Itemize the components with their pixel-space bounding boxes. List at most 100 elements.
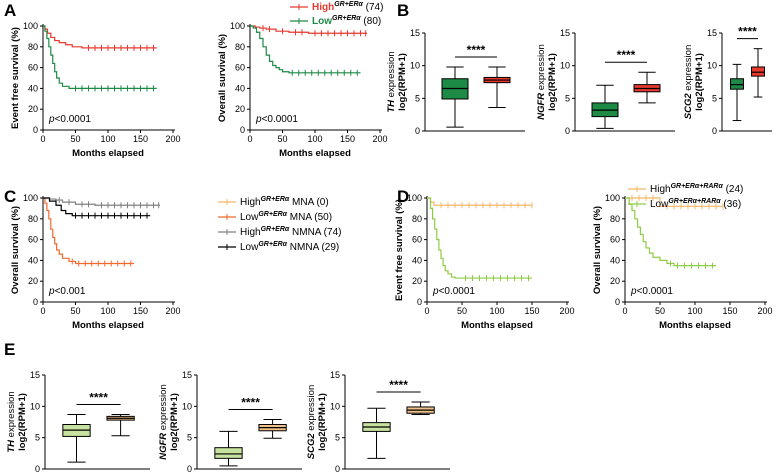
box-plot-e3: 0 5 10 15 SCG2 expression log2(RPM+1) **** — [306, 370, 450, 474]
y-tick-label: 20 — [610, 276, 620, 286]
y-axis-label: Overall survival (%) — [217, 34, 228, 122]
y-tick-label: 0 — [335, 464, 340, 474]
y-tick-label: 15 — [560, 28, 570, 38]
y-tick-label: 80 — [28, 42, 38, 52]
y-tick-label: 0 — [187, 464, 192, 474]
y-tick-label: 10 — [560, 61, 570, 71]
km-curve-low — [43, 25, 157, 89]
x-tick-label: 100 — [687, 306, 702, 316]
y-tick-label: 40 — [235, 83, 245, 93]
y-axis-label-gene: NGFR expression — [158, 384, 169, 460]
y-tick-label: 0 — [565, 126, 570, 136]
y-tick-label: 40 — [28, 255, 38, 265]
y-axis-label-unit: log2(RPM+1) — [17, 393, 28, 451]
x-tick-label: 100 — [489, 306, 504, 316]
y-axis-label-unit: log2(RPM+1) — [694, 53, 705, 111]
km-curve-high — [427, 197, 532, 206]
y-axis-label: Overall survival (%) — [592, 206, 603, 294]
box-high — [751, 66, 765, 77]
legend-label: LowGR+ERα+RARα (36) — [650, 198, 741, 210]
box-plot-b3: 0 5 10 15 SCG2 expression log2(RPM+1) **** — [683, 25, 772, 136]
y-tick-label: 60 — [235, 63, 245, 73]
km-curve-low-mna — [43, 197, 134, 265]
panel-label-d: D — [397, 187, 409, 206]
x-tick-label: 200 — [165, 306, 180, 316]
x-tick-label: 0 — [40, 306, 45, 316]
y-axis-label-gene: SCG2 expression — [306, 385, 317, 459]
km-plot-c: 0 20 40 60 80 100 0 50 100 150 200 Months elapsed Ov… — [10, 193, 181, 331]
y-tick-label: 100 — [230, 21, 245, 31]
x-tick-label: 200 — [372, 134, 387, 144]
y-tick-label: 60 — [28, 235, 38, 245]
y-tick-label: 5 — [335, 433, 340, 443]
y-axis-label-gene: TH expression — [6, 391, 17, 452]
x-axis-label: Months elapsed — [461, 320, 533, 331]
y-axis-label-gene: SCG2 expression — [683, 45, 694, 119]
panel-label-e: E — [4, 340, 15, 359]
km-plot-d2: 0 20 40 60 80 100 0 50 100 150 200 Months elapsed Ov… — [592, 193, 773, 331]
y-tick-label: 5 — [35, 433, 40, 443]
significance-label: **** — [89, 390, 108, 404]
x-tick-label: 200 — [165, 134, 180, 144]
y-tick-label: 10 — [30, 401, 40, 411]
y-tick-label: 60 — [412, 235, 422, 245]
y-tick-label: 5 — [415, 93, 420, 103]
legend-c: HighGR+ERα MNA (0) LowGR+ERα MNA (50) High… — [218, 196, 341, 253]
x-tick-label: 50 — [457, 306, 467, 316]
y-tick-label: 0 — [33, 297, 38, 307]
box-low — [730, 78, 744, 90]
legend-a: HighGR+ERα (74) LowGR+ERα (80) — [290, 1, 383, 27]
x-tick-label: 0 — [40, 134, 45, 144]
y-tick-label: 80 — [412, 214, 422, 224]
y-axis-label-unit: log2(RPM+1) — [547, 53, 558, 111]
x-tick-label: 150 — [524, 306, 539, 316]
y-tick-label: 5 — [712, 93, 717, 103]
y-tick-label: 0 — [240, 125, 245, 135]
x-tick-label: 50 — [70, 306, 80, 316]
y-tick-label: 0 — [35, 464, 40, 474]
y-tick-label: 0 — [615, 297, 620, 307]
x-tick-label: 150 — [133, 134, 148, 144]
y-tick-label: 40 — [412, 255, 422, 265]
y-tick-label: 60 — [28, 63, 38, 73]
p-value: p<0.001 — [48, 286, 86, 297]
y-tick-label: 40 — [28, 83, 38, 93]
x-tick-label: 150 — [722, 306, 737, 316]
p-value: p<0.0001 — [48, 114, 91, 125]
p-value: p<0.0001 — [255, 114, 298, 125]
p-value: p<0.0001 — [630, 286, 673, 297]
km-curve-high — [250, 25, 367, 34]
y-tick-label: 10 — [707, 61, 717, 71]
km-curve-low — [427, 197, 532, 279]
y-tick-label: 5 — [565, 93, 570, 103]
y-tick-label: 0 — [415, 126, 420, 136]
x-tick-label: 200 — [559, 306, 574, 316]
legend-label: HighGR+ERα (74) — [312, 1, 383, 13]
x-axis-label: Months elapsed — [72, 148, 144, 159]
x-axis-label: Months elapsed — [279, 148, 351, 159]
x-axis-label: Months elapsed — [72, 320, 144, 331]
legend-label: HighGR+ERα MNA (0) — [240, 196, 329, 208]
y-tick-label: 100 — [407, 193, 422, 203]
y-tick-label: 80 — [28, 214, 38, 224]
km-curve-low — [625, 197, 716, 267]
y-tick-label: 10 — [182, 401, 192, 411]
km-plot-d1: 0 20 40 60 80 100 0 50 100 150 200 Months elapsed Ev… — [394, 193, 575, 331]
box-low — [214, 447, 243, 459]
box-plot-b1: 0 5 10 15 TH expression log2(RPM+1) **** — [386, 28, 525, 136]
y-axis-label: Event free survival (%) — [10, 27, 21, 129]
y-tick-label: 20 — [412, 276, 422, 286]
km-plot-a1: 0 20 40 60 80 100 0 50 100 150 200 Months elapsed Ev… — [10, 21, 181, 159]
x-tick-label: 0 — [247, 134, 252, 144]
x-axis-label: Months elapsed — [659, 320, 731, 331]
km-curve-low-nmna — [43, 197, 151, 217]
x-tick-label: 50 — [655, 306, 665, 316]
y-axis-label: Overall survival (%) — [10, 206, 21, 294]
legend-d: HighGR+ERα+RARα (24) LowGR+ERα+RARα (36) — [628, 183, 743, 210]
y-tick-label: 10 — [330, 401, 340, 411]
x-tick-label: 150 — [133, 306, 148, 316]
y-axis-label-unit: log2(RPM+1) — [169, 393, 180, 451]
significance-label: **** — [738, 25, 757, 39]
y-tick-label: 80 — [610, 214, 620, 224]
y-tick-label: 5 — [187, 433, 192, 443]
